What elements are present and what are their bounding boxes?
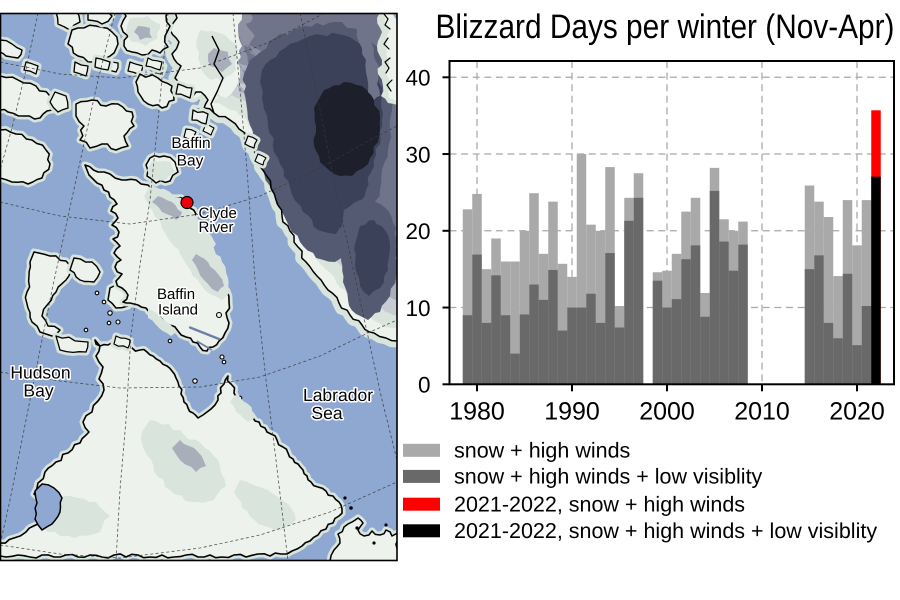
- svg-text:Clyde: Clyde: [199, 205, 237, 222]
- svg-text:Baffin: Baffin: [157, 286, 195, 303]
- svg-text:1980: 1980: [449, 398, 505, 426]
- svg-text:2000: 2000: [639, 398, 695, 426]
- svg-text:2020: 2020: [829, 398, 885, 426]
- svg-text:2021-2022, snow + high winds: 2021-2022, snow + high winds: [454, 493, 745, 517]
- svg-text:2021-2022, snow + high winds +: 2021-2022, snow + high winds + low visib…: [454, 519, 877, 543]
- svg-text:Sea: Sea: [311, 403, 342, 423]
- svg-text:20: 20: [405, 219, 430, 244]
- svg-text:River: River: [199, 219, 234, 236]
- svg-text:snow + high winds: snow + high winds: [454, 439, 630, 463]
- svg-text:Bay: Bay: [177, 153, 204, 170]
- svg-text:Hudson: Hudson: [10, 363, 70, 383]
- svg-text:40: 40: [405, 66, 430, 91]
- svg-text:2010: 2010: [734, 398, 790, 426]
- svg-text:10: 10: [405, 296, 430, 321]
- svg-text:Blizzard Days per winter (Nov-: Blizzard Days per winter (Nov-Apr): [436, 8, 895, 46]
- svg-text:0: 0: [418, 373, 431, 398]
- svg-text:1990: 1990: [544, 398, 600, 426]
- svg-text:Bay: Bay: [23, 381, 53, 401]
- svg-text:snow + high winds + low visibl: snow + high winds + low visiblity: [454, 465, 763, 489]
- svg-text:30: 30: [405, 142, 430, 167]
- svg-text:Labrador: Labrador: [303, 385, 373, 405]
- svg-text:Island: Island: [158, 302, 198, 319]
- svg-text:Baffin: Baffin: [171, 135, 210, 152]
